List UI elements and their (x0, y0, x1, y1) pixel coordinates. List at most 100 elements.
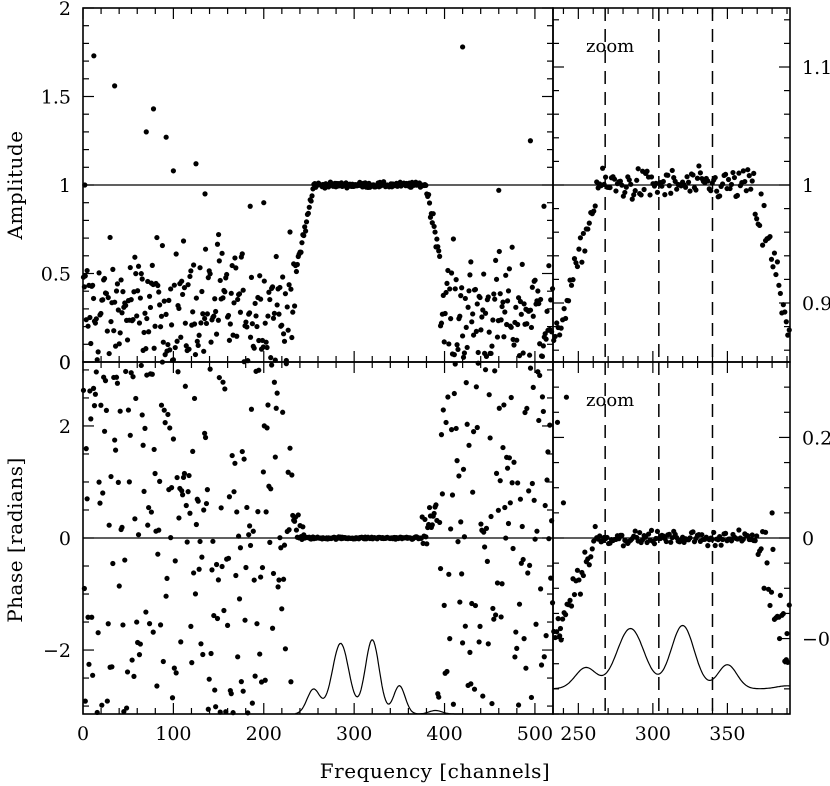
phase-full-data-point (121, 708, 127, 715)
phase-full-data-point (500, 444, 506, 451)
amplitude-full-data-point (217, 277, 223, 284)
phase-full-data-point (267, 539, 273, 545)
amplitude-full-data-point (301, 232, 307, 239)
phase-full-data-point (462, 623, 468, 629)
amplitude-full-y-tick-label: 1 (59, 175, 71, 197)
amplitude-full-data-point (463, 324, 469, 331)
amplitude-zoom-data-point (694, 175, 701, 181)
phase-full-data-point (259, 564, 266, 571)
amplitude-full-data-point (82, 273, 88, 279)
phase-full-data-point (114, 380, 121, 386)
amplitude-full-data-point (101, 275, 108, 282)
amplitude-full-data-point (178, 334, 184, 340)
phase-zoom-data-point (749, 532, 755, 538)
amplitude-zoom-data-point (634, 177, 640, 183)
phase-full-data-point (498, 614, 504, 620)
phase-full-data-point (109, 664, 115, 670)
phase-full-data-point (132, 516, 138, 522)
phase-full-data-point (246, 532, 252, 538)
phase-zoom-data-point (690, 529, 696, 535)
amplitude-full-data-point (181, 285, 188, 291)
phase-full-data-point (523, 665, 529, 671)
phase-full-y-tick-label: 0 (59, 528, 71, 550)
phase-full-data-point (536, 417, 542, 424)
amplitude-full-y-tick-label: 0 (59, 352, 71, 374)
phase-full-data-point (94, 709, 100, 716)
amplitude-zoom-data-point (557, 332, 563, 338)
amplitude-full-data-point (143, 129, 149, 135)
amplitude-full-data-point (302, 224, 308, 230)
phase-full-data-point (437, 519, 443, 526)
amplitude-full-data-point (548, 297, 554, 303)
amplitude-full-data-point (235, 296, 241, 303)
amplitude-full-data-point (82, 182, 88, 188)
amplitude-full-data-point (100, 297, 106, 303)
amplitude-full-data-point (98, 310, 104, 317)
amplitude-full-data-point (157, 324, 164, 330)
amplitude-zoom-data-point (761, 202, 767, 209)
amplitude-full-data-point (536, 300, 542, 307)
phase-full-data-point (168, 485, 175, 491)
phase-zoom-data-point (560, 616, 566, 622)
amplitude-full-data-point (257, 273, 263, 279)
amplitude-full-data-point (146, 293, 153, 299)
amplitude-full-data-point (168, 286, 174, 292)
phase-full-data-point (184, 539, 190, 545)
phase-full-data-point (532, 536, 538, 542)
phase-full-data-point (548, 575, 554, 581)
amplitude-full-data-point (176, 305, 182, 312)
phase-full-data-point (228, 691, 234, 697)
phase-zoom-data-point (740, 536, 746, 542)
phase-full-data-point (251, 577, 257, 583)
amplitude-full-data-point (530, 313, 536, 319)
phase-full-data-point (136, 652, 143, 658)
phase-full-data-point (200, 651, 206, 658)
amplitude-full-data-point (263, 339, 269, 345)
amplitude-zoom-data-point (660, 178, 666, 185)
phase-full-data-point (115, 479, 121, 485)
phase-full-y-tick-label: 2 (59, 416, 71, 438)
amplitude-full-data-point (458, 293, 464, 299)
phase-full-data-point (493, 612, 499, 618)
phase-full-data-point (104, 698, 110, 704)
amplitude-full-data-point (268, 355, 274, 361)
phase-full-data-point (282, 646, 289, 652)
phase-zoom-data-point (588, 554, 594, 560)
amplitude-full-data-point (106, 350, 112, 357)
phase-full-data-point (496, 405, 502, 411)
phase-full-data-point (137, 641, 143, 647)
phase-full-data-point (131, 673, 137, 679)
amplitude-full-data-point (262, 320, 268, 326)
phase-full-data-point (202, 430, 208, 436)
amplitude-full-data-point (232, 255, 238, 261)
amplitude-full-data-point (503, 272, 509, 278)
amplitude-full-data-point (91, 53, 97, 59)
phase-full-data-point (473, 384, 479, 390)
amplitude-full-data-point (279, 322, 285, 328)
phase-full-data-point (149, 371, 155, 377)
amplitude-zoom-data-point (720, 181, 726, 187)
phase-full-data-point (519, 523, 525, 530)
amplitude-full-data-point (472, 286, 479, 293)
phase-full-data-point (264, 425, 270, 431)
phase-zoom-data-point (668, 539, 674, 545)
amplitude-full-data-point (90, 282, 96, 288)
amplitude-zoom-data-point (602, 174, 609, 180)
phase-full-data-point (155, 551, 161, 557)
amplitude-full-data-point (488, 350, 494, 357)
phase-full-data-point (82, 698, 88, 704)
phase-full-data-point (503, 535, 509, 541)
amplitude-zoom-data-point (685, 179, 692, 185)
phase-zoom-data-point (557, 633, 563, 639)
phase-full-data-point (273, 405, 279, 411)
amplitude-zoom-y-tick-label: 1.1 (802, 57, 830, 79)
amplitude-zoom-data-point (742, 178, 748, 185)
phase-zoom-data-point (786, 602, 792, 608)
phase-full-data-point (158, 402, 165, 408)
phase-full-data-point (223, 709, 229, 715)
phase-full-y-tick-label: −2 (43, 640, 71, 662)
phase-full-data-point (438, 432, 445, 438)
phase-zoom-x-tick-label: 300 (635, 723, 671, 745)
phase-full-data-point (456, 473, 462, 479)
phase-full-data-point (458, 519, 464, 525)
